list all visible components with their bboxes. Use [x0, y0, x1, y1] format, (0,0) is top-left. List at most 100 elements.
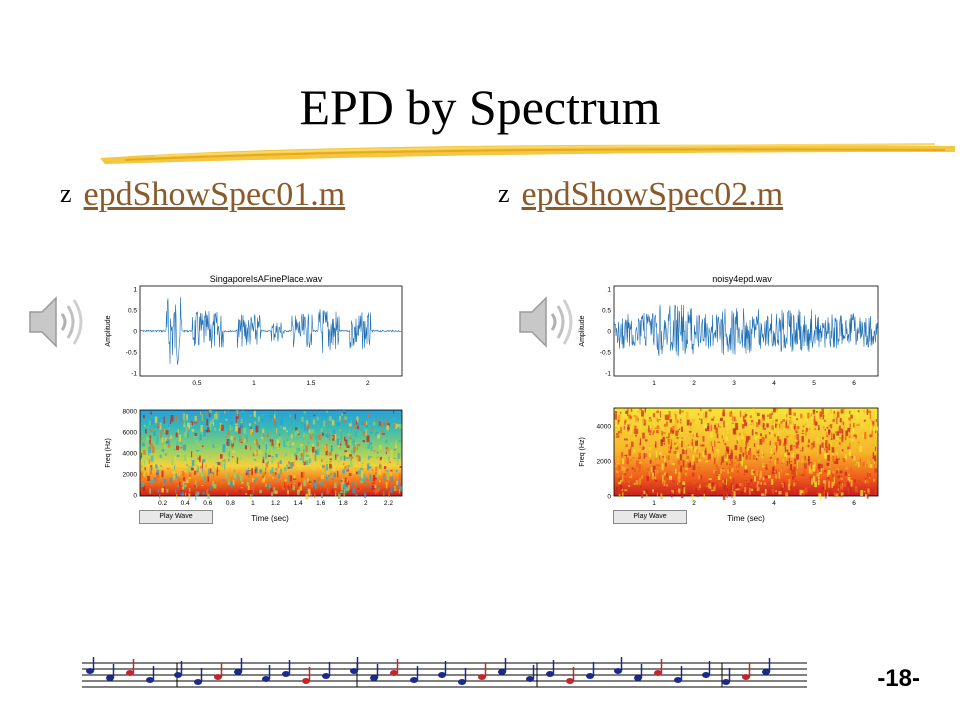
- spectrogram-cell: [340, 483, 344, 491]
- spectrogram-cell: [312, 443, 314, 449]
- spectrogram-cell: [614, 411, 618, 414]
- spectrogram-cell: [818, 477, 820, 479]
- spectrogram-cell: [371, 485, 375, 490]
- spectrogram-cell: [790, 421, 793, 429]
- spectrogram-cell: [775, 469, 777, 475]
- spectrogram-cell: [754, 475, 756, 482]
- spectrogram-cell: [836, 454, 838, 460]
- spectrogram-cell: [687, 446, 691, 449]
- spectrogram-cell: [676, 491, 679, 494]
- spectrogram-cell: [303, 424, 307, 431]
- spectrogram-cell: [645, 489, 647, 493]
- spectrogram-cell: [370, 431, 373, 434]
- spectrogram-cell: [156, 471, 159, 475]
- spectrogram-cell: [631, 452, 634, 455]
- link-epdshowspec01[interactable]: epdShowSpec01.m: [83, 176, 346, 213]
- spec-ytick: 0: [133, 493, 137, 500]
- spectrogram-cell: [194, 464, 198, 471]
- spectrogram-cell: [744, 448, 747, 455]
- spectrogram-cell: [274, 410, 277, 415]
- spectrogram-cell: [629, 416, 633, 419]
- spectrogram-cell: [369, 456, 372, 458]
- spectrogram-cell: [768, 432, 771, 435]
- spectrogram-cell: [219, 423, 223, 429]
- spectrogram-cell: [708, 478, 712, 480]
- spectrogram-cell: [362, 462, 364, 464]
- spectrogram-cell: [186, 464, 188, 466]
- spectrogram-cell: [697, 413, 700, 416]
- spectrogram-cell: [633, 449, 636, 452]
- spectrogram-cell: [737, 432, 739, 436]
- spectrogram-cell: [618, 430, 621, 434]
- spectrogram-cell: [674, 423, 678, 430]
- spectrogram-cell: [216, 469, 218, 476]
- wave-xtick: 3: [732, 380, 736, 387]
- spectrogram-cell: [321, 493, 323, 499]
- spectrogram-cell: [772, 486, 775, 488]
- spectrogram-cell: [701, 444, 705, 447]
- spectrogram-cell: [355, 454, 358, 458]
- spectrogram-cell: [769, 444, 772, 448]
- spectrogram-cell: [229, 413, 231, 419]
- spectrogram-cell: [714, 471, 717, 474]
- spectrogram-cell: [871, 430, 873, 437]
- link-epdshowspec02[interactable]: epdShowSpec02.m: [521, 176, 784, 213]
- spectrogram-cell: [755, 411, 757, 414]
- spectrogram-cell: [695, 450, 699, 457]
- spectrogram-cell: [344, 450, 348, 453]
- spectrogram-cell: [670, 429, 672, 432]
- spectrogram-cell: [765, 434, 767, 439]
- speaker-icon[interactable]: [516, 292, 580, 352]
- spectrogram-cell: [276, 439, 280, 445]
- spectrogram-cell: [178, 425, 181, 431]
- spectrogram-cell: [256, 449, 258, 457]
- spectrogram-cell: [752, 408, 755, 410]
- spectrogram-cell: [617, 434, 620, 438]
- spectrogram-cell: [650, 468, 652, 473]
- play-wave-button[interactable]: Play Wave: [613, 510, 687, 524]
- spectrogram-cell: [729, 411, 733, 417]
- spectrogram-cell: [348, 473, 352, 476]
- spectrogram-cell: [833, 461, 836, 465]
- spectrogram-cell: [705, 428, 707, 432]
- spectrogram-cell: [789, 464, 793, 471]
- speaker-icon[interactable]: [26, 292, 90, 352]
- spectrogram-cell: [723, 420, 725, 428]
- spectrogram-cell: [744, 469, 746, 473]
- spectrogram-cell: [373, 484, 377, 488]
- spectrogram-cell: [186, 431, 189, 438]
- spectrogram-cell: [839, 436, 843, 439]
- spectrogram-cell: [331, 445, 333, 452]
- spectrogram-cell: [303, 479, 307, 487]
- spectrogram-cell: [821, 464, 823, 468]
- spectrogram-cell: [361, 465, 363, 467]
- spectrogram-cell: [853, 434, 857, 437]
- spectrogram-cell: [869, 434, 872, 438]
- spectrogram-cell: [207, 476, 210, 482]
- spectrogram-cell: [322, 465, 324, 469]
- spectrogram-cell: [782, 482, 786, 488]
- spectrogram-cell: [677, 460, 681, 465]
- spec-xtick: 1: [652, 500, 656, 507]
- spectrogram-cell: [764, 427, 766, 430]
- spectrogram-cell: [199, 468, 202, 473]
- z-bullet-icon: z: [498, 179, 510, 208]
- spectrogram-cell: [813, 419, 816, 426]
- spectrogram-cell: [707, 426, 710, 431]
- spectrogram-cell: [236, 410, 239, 417]
- spectrogram-cell: [776, 410, 780, 413]
- spectrogram-cell: [716, 474, 719, 476]
- music-note: [546, 671, 554, 677]
- spectrogram-cell: [238, 427, 241, 434]
- wave-xtick: 4: [772, 380, 776, 387]
- spectrogram-cell: [308, 429, 311, 433]
- play-wave-button[interactable]: Play Wave: [139, 510, 213, 524]
- spectrogram-cell: [735, 423, 739, 430]
- spectrogram-cell: [693, 458, 695, 460]
- spectrogram-cell: [836, 431, 839, 436]
- spectrogram-cell: [209, 468, 212, 474]
- spectrogram-cell: [305, 489, 308, 492]
- spectrogram-cell: [246, 482, 250, 486]
- spectrogram-cell: [762, 423, 765, 428]
- spectrogram-cell: [195, 493, 197, 501]
